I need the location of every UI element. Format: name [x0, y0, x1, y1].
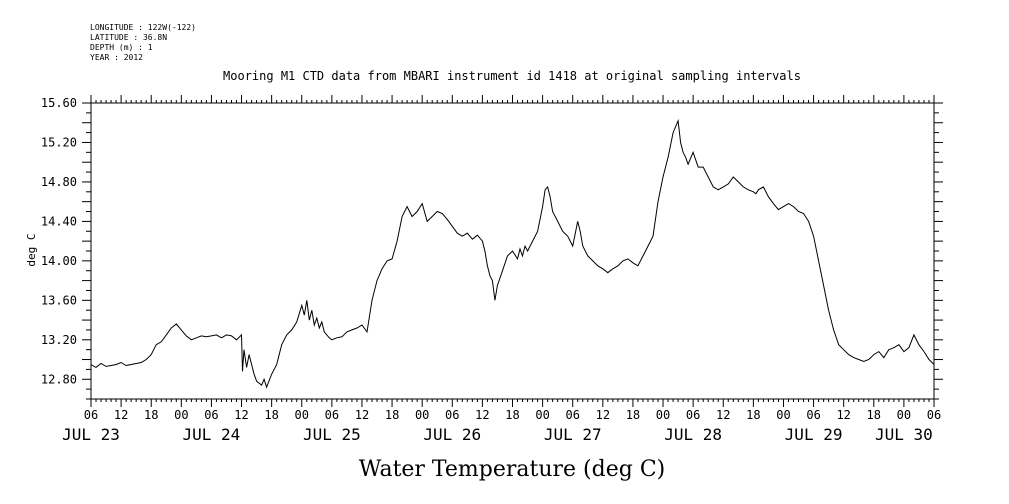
water-temperature-line	[90, 118, 935, 389]
x-hour-label: 18	[626, 408, 640, 422]
x-hour-label: 12	[475, 408, 489, 422]
x-hour-label: 18	[144, 408, 158, 422]
x-hour-label: 06	[325, 408, 339, 422]
y-tick-label: 13.60	[41, 293, 77, 307]
x-hour-label: 06	[84, 408, 98, 422]
y-tick-label: 14.40	[41, 214, 77, 228]
y-tick-label: 13.20	[41, 333, 77, 347]
x-hour-label: 06	[565, 408, 579, 422]
meta-latitude: LATITUDE : 36.8N	[90, 33, 167, 42]
x-hour-label: 06	[204, 408, 218, 422]
x-axis-label: Water Temperature (deg C)	[359, 457, 666, 482]
x-date-label: JUL 30	[875, 425, 933, 444]
meta-year: YEAR : 2012	[90, 53, 143, 62]
x-hour-label: 18	[867, 408, 881, 422]
x-hour-label: 00	[415, 408, 429, 422]
x-hour-label: 06	[445, 408, 459, 422]
chart-title: Mooring M1 CTD data from MBARI instrumen…	[223, 69, 801, 83]
x-hour-label: 18	[746, 408, 760, 422]
y-tick-label: 14.80	[41, 175, 77, 189]
x-hour-label: 18	[264, 408, 278, 422]
x-hour-label: 18	[385, 408, 399, 422]
y-axis: 12.80 13.20 13.60 14.00 14.40 14.80 15.20 15.60	[41, 96, 943, 400]
x-date-label: JUL 26	[423, 425, 481, 444]
x-date-label: JUL 27	[544, 425, 602, 444]
x-hour-label: 18	[505, 408, 519, 422]
x-date-label: JUL 28	[664, 425, 722, 444]
meta-longitude: LONGITUDE : 122W(-122)	[90, 23, 196, 32]
y-tick-label: 15.20	[41, 135, 77, 149]
x-hour-label: 00	[295, 408, 309, 422]
y-axis-label: deg C	[25, 233, 38, 266]
x-hour-label: 00	[776, 408, 790, 422]
x-hour-label: 06	[686, 408, 700, 422]
x-hour-label: 12	[114, 408, 128, 422]
x-hour-label: 12	[234, 408, 248, 422]
x-axis: 06 12 18 00 06 12 18 00 06 12 18 00 06 12 18 00 06 12 18 00…	[62, 95, 941, 444]
x-hour-label: 12	[836, 408, 850, 422]
x-hour-label: 00	[897, 408, 911, 422]
x-hour-label: 12	[355, 408, 369, 422]
x-hour-label: 06	[927, 408, 941, 422]
y-tick-label: 15.60	[41, 96, 77, 110]
x-date-label: JUL 24	[183, 425, 241, 444]
y-tick-label: 12.80	[41, 372, 77, 386]
x-hour-label: 06	[806, 408, 820, 422]
x-date-label: JUL 23	[62, 425, 120, 444]
x-hour-label: 00	[535, 408, 549, 422]
x-date-label: JUL 25	[303, 425, 361, 444]
y-tick-label: 14.00	[41, 254, 77, 268]
x-hour-label: 12	[716, 408, 730, 422]
x-hour-label: 12	[596, 408, 610, 422]
x-hour-label: 00	[656, 408, 670, 422]
x-hour-label: 00	[174, 408, 188, 422]
x-date-label: JUL 29	[785, 425, 843, 444]
meta-depth: DEPTH (m) : 1	[90, 43, 153, 52]
